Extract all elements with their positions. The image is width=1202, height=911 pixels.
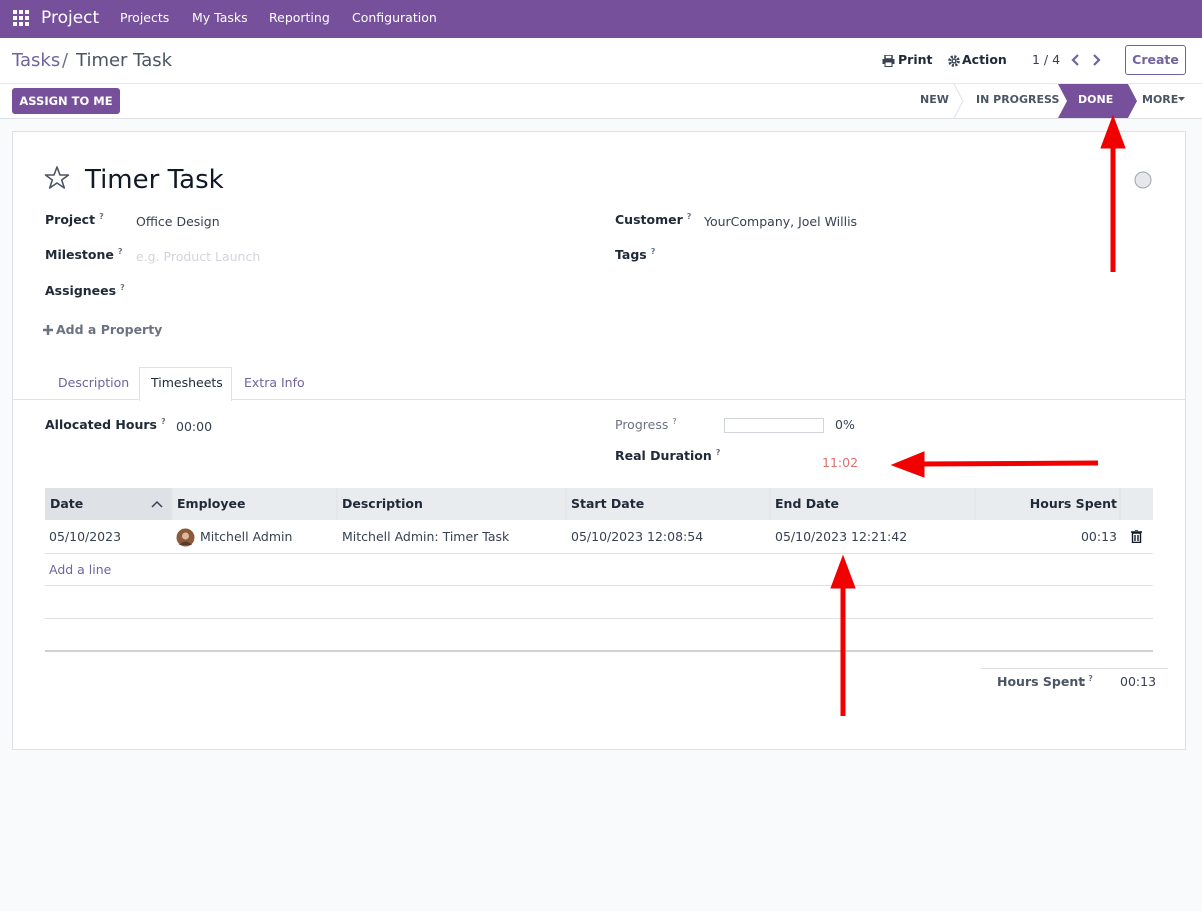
cell[interactable]: 00:13 — [1080, 529, 1117, 544]
stage-chevrons — [953, 84, 1137, 119]
field-label: Assignees? — [45, 282, 125, 300]
label-text: Assignees — [45, 283, 117, 298]
field-value[interactable]: 00:00 — [176, 419, 213, 434]
field-label: Real Duration? — [615, 447, 720, 465]
field-label: Customer? — [615, 211, 691, 229]
total-label: Hours Spent? — [997, 673, 1093, 691]
help[interactable]: ? — [117, 247, 123, 256]
create-label: Create — [1132, 52, 1179, 67]
tab[interactable]: Extra Info — [244, 375, 305, 390]
table-header — [45, 488, 1153, 520]
apps-icon[interactable] — [13, 10, 29, 26]
field-label: Progress? — [615, 416, 677, 434]
form-sheet — [12, 131, 1186, 750]
field-value[interactable]: YourCompany, Joel Willis — [704, 214, 858, 229]
tab[interactable]: Timesheets — [151, 375, 223, 390]
column-header[interactable]: Description — [342, 496, 423, 511]
help[interactable]: ? — [120, 283, 125, 292]
print-icon — [882, 55, 895, 67]
stage[interactable]: NEW — [920, 93, 949, 106]
column-header[interactable]: Start Date — [571, 496, 645, 511]
gear-icon — [948, 55, 960, 67]
label-text: Project — [45, 212, 96, 227]
help[interactable]: ? — [672, 417, 677, 426]
label-text: Real Duration — [615, 448, 712, 463]
assign-button[interactable]: ASSIGN TO ME — [12, 88, 120, 114]
cell[interactable]: 05/10/2023 12:21:42 — [775, 529, 908, 544]
label-text: Tags — [615, 247, 647, 262]
progress-value: 0% — [835, 417, 855, 432]
cell[interactable]: 05/10/2023 — [49, 529, 122, 544]
divider — [0, 83, 1202, 84]
control-panel: Tasks / Timer Task Print Action 1 / 4 Cr… — [0, 38, 1202, 119]
total-line — [981, 668, 1168, 669]
help[interactable]: ? — [686, 212, 692, 221]
help[interactable]: ? — [1088, 674, 1093, 683]
sorted-column — [45, 488, 171, 520]
active-tab[interactable] — [139, 367, 232, 401]
more-button[interactable]: MORE — [1142, 93, 1179, 106]
tab-line — [13, 399, 1185, 400]
field-label: Allocated Hours? — [45, 416, 166, 434]
menu-item[interactable]: Projects — [120, 10, 170, 25]
field-label: Project? — [45, 211, 104, 229]
column-header[interactable]: End Date — [775, 496, 840, 511]
plus-icon — [43, 325, 53, 335]
cell[interactable]: 05/10/2023 12:08:54 — [571, 529, 704, 544]
tab[interactable]: Description — [58, 375, 130, 390]
breadcrumb-current: Timer Task — [76, 50, 173, 71]
app-name[interactable]: Project — [41, 8, 100, 28]
column-header[interactable]: Employee — [177, 496, 246, 511]
label-text: Hours Spent — [997, 674, 1085, 689]
field-value[interactable]: Office Design — [136, 214, 220, 229]
navbar: Project Projects My Tasks Reporting Conf… — [0, 0, 1202, 38]
help[interactable]: ? — [99, 212, 104, 221]
field-label: Milestone? — [45, 246, 123, 264]
field-label: Tags? — [615, 246, 655, 264]
add-property[interactable]: Add a Property — [56, 322, 163, 337]
caret — [1178, 97, 1185, 101]
stage[interactable]: IN PROGRESS — [976, 93, 1060, 106]
cell[interactable]: Mitchell Admin — [200, 529, 293, 544]
total-separator: : — [1081, 674, 1086, 689]
help[interactable]: ? — [715, 448, 721, 457]
field-placeholder[interactable]: e.g. Product Launch — [136, 249, 261, 264]
pager[interactable]: 1 / 4 — [1032, 52, 1061, 67]
breadcrumb-separator: / — [62, 50, 69, 71]
stage-active[interactable]: DONE — [1078, 93, 1114, 106]
label-text: Progress — [615, 417, 669, 432]
menu-item[interactable]: My Tasks — [192, 10, 248, 25]
label-text: Allocated Hours — [45, 417, 157, 432]
cell[interactable]: Mitchell Admin: Timer Task — [342, 529, 510, 544]
assign-label: ASSIGN TO ME — [19, 94, 113, 108]
label-text: Milestone — [45, 247, 114, 262]
action-button[interactable]: Action — [962, 52, 1007, 67]
print-button[interactable]: Print — [898, 52, 933, 67]
avatar — [176, 528, 195, 547]
help[interactable]: ? — [160, 417, 166, 426]
progress-bar — [724, 418, 824, 433]
star-icon[interactable] — [44, 165, 70, 190]
pager-arrows[interactable] — [1070, 53, 1106, 67]
total-value: 00:13 — [1120, 674, 1157, 689]
field-value: 11:02 — [822, 455, 859, 470]
task-title: Timer Task — [85, 165, 224, 195]
delete-icon[interactable] — [1131, 530, 1142, 543]
menu-item[interactable]: Reporting — [269, 10, 330, 25]
column-header[interactable]: Hours Spent — [1029, 496, 1117, 511]
table-lines — [45, 488, 1153, 652]
create-button[interactable]: Create — [1125, 45, 1186, 75]
menu-item[interactable]: Configuration — [352, 10, 437, 25]
label-text: Customer — [615, 212, 683, 227]
breadcrumb-parent[interactable]: Tasks — [12, 50, 61, 71]
kanban-state[interactable] — [1134, 171, 1152, 189]
column-header[interactable]: Date — [50, 496, 84, 511]
add-line[interactable]: Add a line — [49, 562, 112, 577]
help[interactable]: ? — [650, 247, 656, 256]
